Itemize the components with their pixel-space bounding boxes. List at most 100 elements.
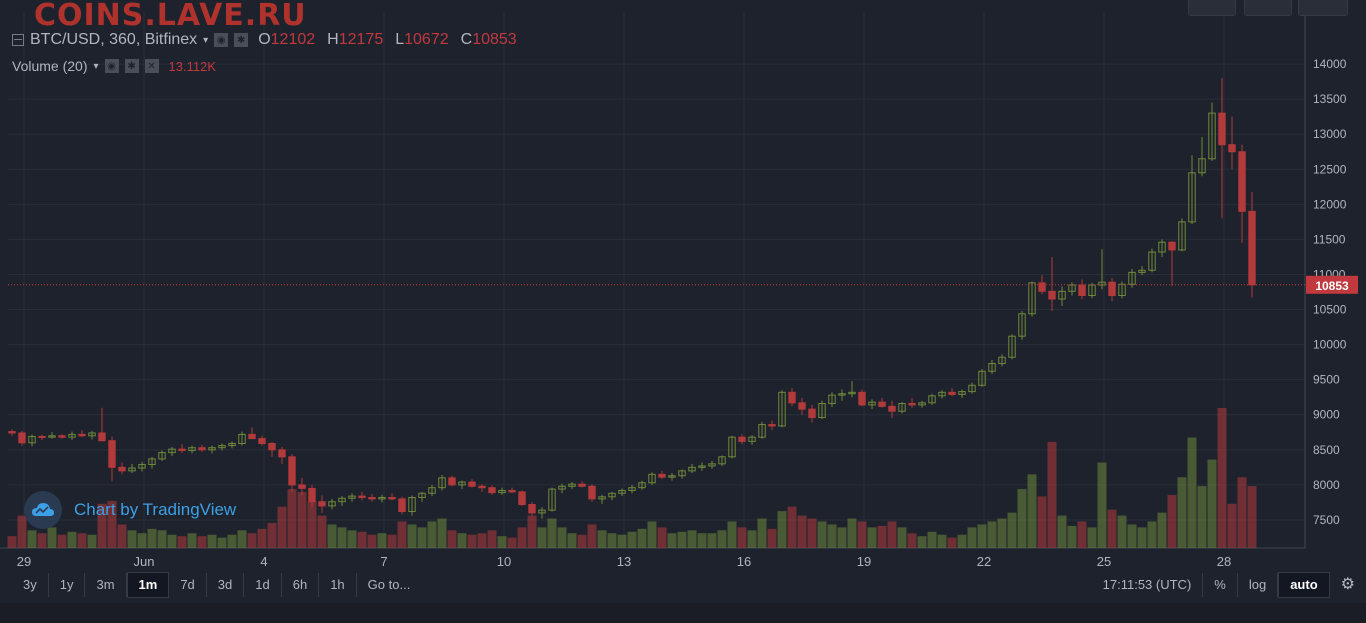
candle-body [808, 408, 816, 419]
volume-bar [897, 527, 907, 548]
candle-body [518, 491, 526, 506]
timeframe-button-9[interactable]: Go to... [367, 577, 411, 592]
candle-body [928, 395, 936, 404]
timeframe-button-2[interactable]: 3m [85, 573, 127, 597]
volume-bar [387, 534, 397, 548]
tradingview-link[interactable]: Chart by TradingView [74, 500, 237, 519]
candle-body [168, 448, 176, 454]
volume-bar [1107, 509, 1117, 548]
volume-label[interactable]: Volume (20) [12, 58, 88, 74]
volume-bar [657, 527, 667, 548]
y-tick-label: 12500 [1313, 162, 1347, 176]
volume-bar [497, 536, 507, 548]
last-price-badge [1306, 275, 1358, 294]
x-tick-label: 10 [497, 554, 511, 569]
timeframe-button-0[interactable]: 3y [12, 573, 49, 597]
chevron-down-icon[interactable]: ▾ [203, 34, 209, 46]
candle-body [118, 466, 126, 472]
x-tick-label: 19 [857, 554, 871, 569]
candle-body [528, 504, 536, 514]
y-tick-label: 9500 [1313, 373, 1340, 387]
timeframe-button-1[interactable]: 1y [49, 573, 86, 597]
candle-body [378, 497, 386, 500]
settings-gear-icon[interactable]: ⚙ [1340, 576, 1355, 593]
volume-bar [267, 522, 277, 548]
volume-bar [617, 534, 627, 548]
volume-eye-icon[interactable]: ◉ [104, 59, 119, 73]
candle-body [638, 482, 646, 489]
toolbar-button-3[interactable] [1298, 0, 1348, 16]
price-chart[interactable]: 7500800085009000950010000105001100011500… [0, 0, 1366, 570]
log-scale-button[interactable]: log [1238, 573, 1279, 597]
timeframe-button-4[interactable]: 7d [169, 573, 207, 597]
candle-body [48, 435, 56, 438]
volume-bar [127, 530, 137, 548]
candle-body [1098, 281, 1106, 286]
volume-bar [437, 518, 447, 548]
volume-bar [167, 534, 177, 548]
candle-body [1038, 282, 1046, 292]
volume-bar [507, 537, 517, 548]
volume-bar [177, 536, 187, 548]
volume-bar [427, 521, 437, 548]
toolbar-button-2[interactable] [1244, 0, 1292, 16]
candle-body [548, 488, 556, 511]
candle-body [138, 464, 146, 469]
percent-scale-button[interactable]: % [1203, 573, 1238, 597]
candle-body [888, 405, 896, 412]
utc-clock[interactable]: 17:11:53 (UTC) [1092, 573, 1204, 597]
timeframe-button-6[interactable]: 1d [244, 573, 282, 597]
auto-scale-button[interactable]: auto [1278, 572, 1330, 598]
candle-body [1238, 151, 1246, 212]
y-tick-label: 8500 [1313, 443, 1340, 457]
x-tick-label: 4 [260, 554, 267, 569]
tradingview-badge[interactable]: Chart by TradingView [24, 491, 236, 529]
volume-bar [417, 527, 427, 548]
candle-body [198, 447, 206, 451]
volume-bar [1027, 474, 1037, 548]
candle-body [818, 403, 826, 419]
candle-body [1138, 269, 1146, 273]
candle-body [98, 432, 106, 442]
candle-body [838, 393, 846, 396]
volume-bar [47, 527, 57, 548]
timeframe-button-8[interactable]: 1h [319, 573, 357, 597]
candle-body [1078, 284, 1086, 297]
volume-bar [757, 518, 767, 548]
volume-bar [277, 506, 287, 548]
candle-body [278, 449, 286, 458]
timeframe-button-7[interactable]: 6h [282, 573, 320, 597]
symbol-label[interactable]: BTC/USD, 360, Bitfinex [30, 31, 198, 48]
volume-bar [297, 492, 307, 548]
volume-bar [887, 521, 897, 548]
volume-bar [1217, 408, 1227, 548]
candle-body [218, 445, 226, 449]
candle-body [708, 463, 716, 467]
timeframe-button-3[interactable]: 1m [126, 572, 170, 598]
volume-value: 13.112K [168, 58, 216, 74]
volume-bar [1157, 512, 1167, 548]
timeframe-button-5[interactable]: 3d [207, 573, 245, 597]
candle-body [1018, 313, 1026, 337]
collapse-icon[interactable] [12, 34, 24, 46]
volume-bar [697, 533, 707, 548]
candle-body [498, 489, 506, 494]
volume-chevron-icon[interactable]: ▾ [93, 60, 99, 72]
volume-bar [347, 530, 357, 548]
gear-icon[interactable]: ✱ [234, 33, 249, 47]
candle-body [328, 501, 336, 507]
volume-gear-icon[interactable]: ✱ [124, 59, 139, 73]
volume-bar [67, 531, 77, 548]
candle-body [678, 470, 686, 477]
y-tick-label: 7500 [1313, 513, 1340, 527]
volume-bar [627, 531, 637, 548]
eye-icon[interactable]: ◉ [214, 33, 229, 47]
volume-bar [797, 515, 807, 548]
volume-bar [817, 521, 827, 548]
close-icon[interactable]: ✕ [144, 59, 159, 73]
candle-body [358, 495, 366, 499]
volume-bar [787, 506, 797, 548]
toolbar-button-1[interactable] [1188, 0, 1236, 16]
candle-body [238, 433, 246, 445]
candle-body [768, 424, 776, 427]
